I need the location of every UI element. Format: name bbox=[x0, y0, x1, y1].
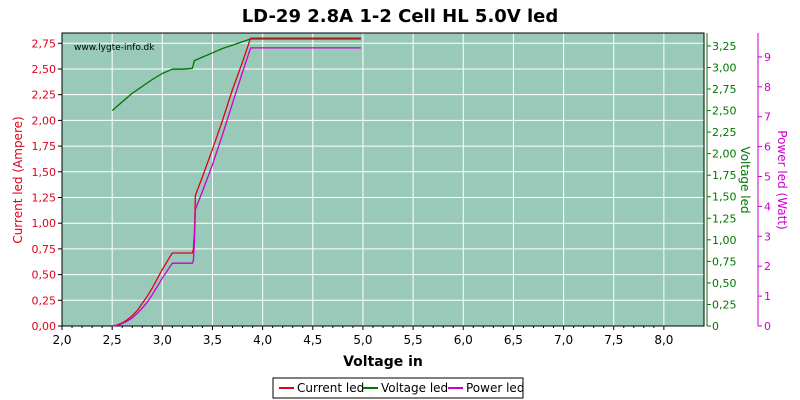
voltage-y-tick-label: 0,50 bbox=[712, 277, 737, 290]
left-y-tick-label: 0,75 bbox=[32, 243, 57, 256]
legend-label-power: Power led bbox=[466, 381, 524, 395]
power-y-tick-label: 0 bbox=[764, 320, 771, 333]
voltage-y-tick-label: 1,25 bbox=[712, 212, 737, 225]
power-y-tick-label: 5 bbox=[764, 171, 771, 184]
x-axis-label: Voltage in bbox=[343, 354, 423, 370]
power-y-tick-label: 8 bbox=[764, 81, 771, 94]
left-y-tick-label: 0,25 bbox=[32, 294, 57, 307]
series-line-power-led bbox=[112, 47, 361, 327]
power-y-tick-label: 6 bbox=[764, 141, 771, 154]
voltage-y-tick-label: 2,00 bbox=[712, 148, 737, 161]
left-y-tick-label: 2,50 bbox=[32, 63, 57, 76]
left-y-tick-label: 2,00 bbox=[32, 114, 57, 127]
voltage-y-tick-label: 1,50 bbox=[712, 191, 737, 204]
x-tick-label: 8,0 bbox=[654, 333, 673, 347]
legend: Current led Voltage led Power led bbox=[272, 377, 524, 399]
left-axis-label: Current led (Ampere) bbox=[11, 116, 25, 243]
legend-label-current: Current led bbox=[297, 381, 364, 395]
right-axis-label-voltage: Voltage led bbox=[738, 146, 752, 213]
x-tick-label: 6,0 bbox=[454, 333, 473, 347]
watermark: www.lygte-info.dk bbox=[74, 43, 155, 53]
x-tick-label: 3,0 bbox=[153, 333, 172, 347]
power-y-tick-label: 9 bbox=[764, 51, 771, 64]
x-tick-label: 7,0 bbox=[554, 333, 573, 347]
x-tick-label: 6,5 bbox=[504, 333, 523, 347]
x-tick-label: 4,0 bbox=[253, 333, 272, 347]
power-y-tick-label: 7 bbox=[764, 111, 771, 124]
legend-box bbox=[272, 377, 524, 399]
power-y-tick-label: 4 bbox=[764, 200, 771, 213]
voltage-y-tick-label: 2,25 bbox=[712, 126, 737, 139]
x-tick-label: 4,5 bbox=[303, 333, 322, 347]
axis-ticks: 2,0 2,5 3,0 3,5 4,0 4,5 5,0 5,5 6,0 6,5 7,0 7,5 8,0 0… bbox=[32, 33, 771, 347]
x-tick-label: 3,5 bbox=[203, 333, 222, 347]
chart-title: LD-29 2.8A 1-2 Cell HL 5.0V led bbox=[242, 6, 559, 27]
legend-label-voltage: Voltage led bbox=[381, 381, 448, 395]
left-y-tick-label: 2,25 bbox=[32, 89, 57, 102]
left-y-tick-label: 1,50 bbox=[32, 166, 57, 179]
power-y-tick-label: 1 bbox=[764, 290, 771, 303]
plot-area bbox=[61, 32, 705, 327]
left-y-tick-label: 1,75 bbox=[32, 140, 57, 153]
left-y-tick-label: 0,50 bbox=[32, 269, 57, 282]
voltage-y-tick-label: 2,50 bbox=[712, 105, 737, 118]
x-tick-label: 5,5 bbox=[404, 333, 423, 347]
x-tick-label: 7,5 bbox=[604, 333, 623, 347]
power-y-tick-label: 3 bbox=[764, 230, 771, 243]
x-tick-label: 5,0 bbox=[353, 333, 372, 347]
series-line-current-led bbox=[112, 37, 361, 327]
x-tick-label: 2,5 bbox=[103, 333, 122, 347]
power-y-tick-label: 2 bbox=[764, 260, 771, 273]
left-y-tick-label: 0,00 bbox=[32, 320, 57, 333]
voltage-y-tick-label: 0,25 bbox=[712, 298, 737, 311]
voltage-y-tick-label: 1,75 bbox=[712, 169, 737, 182]
voltage-y-tick-label: 3,25 bbox=[712, 40, 737, 53]
right-axis-label-power: Power led (Watt) bbox=[775, 130, 789, 229]
left-y-tick-label: 2,75 bbox=[32, 37, 57, 50]
left-y-tick-label: 1,00 bbox=[32, 217, 57, 230]
voltage-y-tick-label: 3,00 bbox=[712, 61, 737, 74]
plot-background bbox=[62, 33, 704, 326]
voltage-y-tick-label: 2,75 bbox=[712, 83, 737, 96]
voltage-y-tick-label: 0,75 bbox=[712, 255, 737, 268]
x-tick-label: 2,0 bbox=[52, 333, 71, 347]
voltage-y-tick-label: 1,00 bbox=[712, 234, 737, 247]
voltage-y-tick-label: 0 bbox=[712, 320, 719, 333]
left-y-tick-label: 1,25 bbox=[32, 191, 57, 204]
